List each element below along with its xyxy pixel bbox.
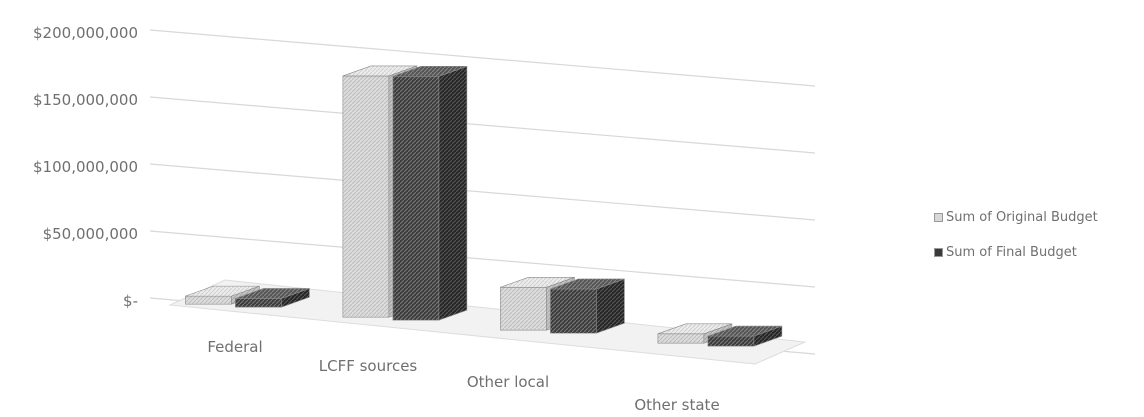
gridline — [149, 29, 816, 87]
bar-front-face — [500, 286, 547, 331]
legend-item-original: Sum of Original Budget — [934, 208, 1098, 226]
y-tick-label: $- — [123, 292, 138, 310]
bar-top-face — [500, 276, 575, 288]
bar-front-face — [342, 75, 390, 318]
gridline — [149, 230, 816, 288]
legend-swatch-final — [934, 247, 943, 257]
bar-top-face — [342, 65, 418, 77]
bar-top-face — [235, 288, 310, 299]
bar-lcff-sources-final — [392, 65, 468, 321]
legend-label-final: Sum of Final Budget — [946, 244, 1077, 260]
y-tick-label: $150,000,000 — [33, 91, 138, 109]
bar-federal-final — [235, 288, 310, 308]
bar-top-face — [550, 278, 625, 290]
gridline — [149, 163, 816, 221]
y-axis-labels: $- $50,000,000 $100,000,000 $150,000,000 $20… — [33, 24, 138, 310]
legend-item-final: Sum of Final Budget — [934, 243, 1098, 261]
bar-front-face — [657, 333, 705, 344]
y-tick-label: $50,000,000 — [43, 225, 138, 243]
bar-other-local-final — [550, 278, 625, 334]
gridline — [149, 96, 816, 154]
x-tick-label-federal: Federal — [207, 338, 262, 356]
x-tick-label-other-local: Other local — [467, 373, 549, 391]
y-tick-label: $200,000,000 — [33, 24, 138, 42]
x-tick-label-other-state: Other state — [634, 396, 719, 414]
legend-swatch-original — [934, 212, 943, 222]
bar-top-face — [657, 323, 733, 335]
x-axis-labels: Federal LCFF sources Other local Other stat… — [207, 338, 719, 414]
legend: Sum of Original Budget Sum of Final Budg… — [934, 208, 1098, 278]
bar-top-face — [707, 325, 783, 337]
y-tick-label: $100,000,000 — [33, 158, 138, 176]
bar-front-face — [185, 295, 232, 305]
bar-front-face — [707, 335, 755, 347]
legend-label-original: Sum of Original Budget — [946, 209, 1098, 225]
bar-side-face — [438, 65, 468, 321]
bar-top-face — [392, 65, 468, 77]
bar-front-face — [550, 288, 597, 334]
bars — [185, 65, 783, 347]
bar-front-face — [392, 75, 440, 321]
bar-top-face — [185, 285, 260, 297]
x-tick-label-lcff-sources: LCFF sources — [319, 357, 418, 375]
bar-front-face — [235, 298, 282, 308]
bar-other-state-final — [707, 325, 783, 347]
